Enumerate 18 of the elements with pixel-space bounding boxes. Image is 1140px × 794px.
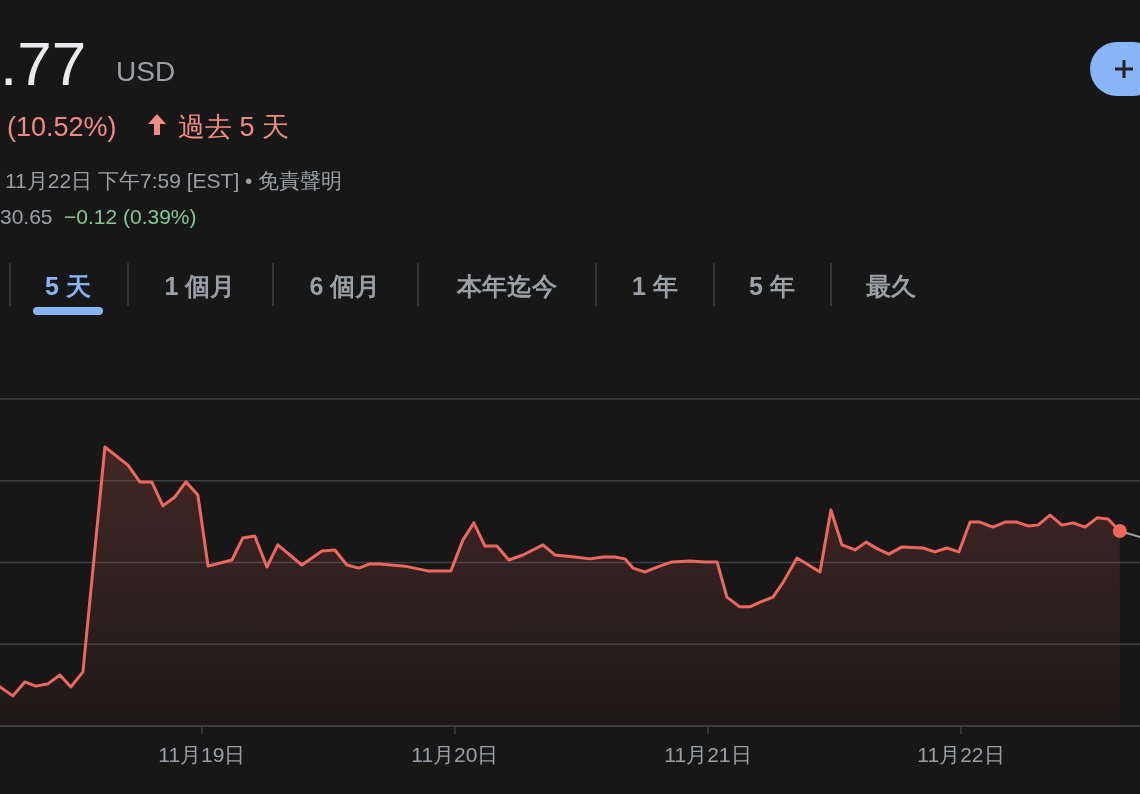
text: 本年迄今 — [456, 272, 557, 300]
x-tick-label: 11月22日 — [917, 743, 1005, 766]
text: 最久 — [865, 272, 917, 300]
text: USD — [116, 56, 176, 87]
text: −0.12 (0.39%) — [64, 205, 197, 228]
text: 11月22日 下午7:59 [EST] • 免責聲明 — [5, 169, 343, 192]
text: 30.65 — [0, 205, 53, 228]
text: .77 — [0, 29, 87, 98]
x-tick-label: 11月20日 — [411, 743, 499, 766]
text: 5 年 — [749, 272, 795, 300]
text: 6 個月 — [309, 272, 381, 300]
x-tick-label: 11月21日 — [664, 743, 752, 766]
text: (10.52%) — [7, 112, 117, 142]
x-tick-label: 11月19日 — [158, 743, 246, 766]
text: 過去 5 天 — [178, 112, 290, 142]
text: 1 年 — [632, 272, 678, 300]
text: 5 天 — [45, 272, 91, 300]
text: 1 個月 — [164, 272, 236, 300]
